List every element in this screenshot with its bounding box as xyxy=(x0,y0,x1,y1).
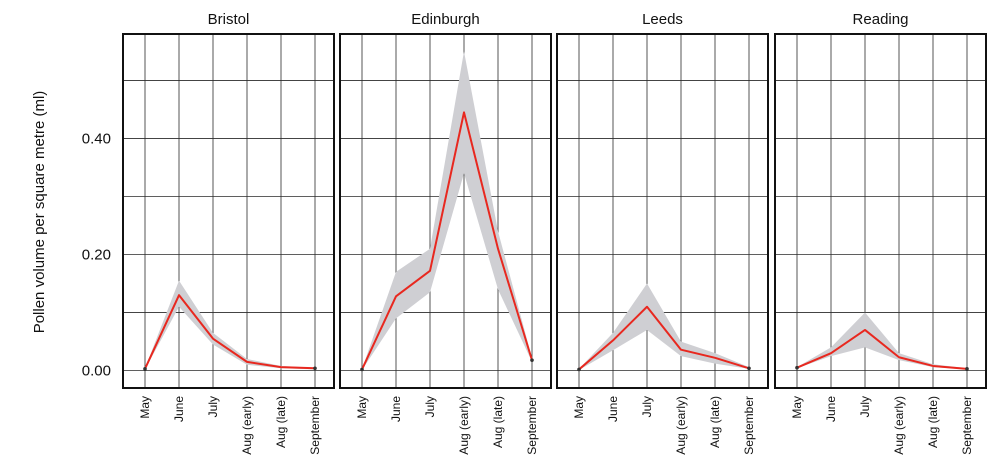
data-point xyxy=(965,367,969,371)
data-point xyxy=(143,367,147,371)
y-axis-label: Pollen volume per square metre (ml) xyxy=(31,91,48,334)
y-tick-label: 0.40 xyxy=(82,130,111,147)
panel-frame xyxy=(556,33,769,389)
x-tick-label: September xyxy=(742,396,756,455)
x-tick-label: July xyxy=(206,396,220,417)
x-tick-label: June xyxy=(389,396,403,422)
data-point xyxy=(795,365,799,370)
series-line xyxy=(361,111,533,370)
x-tick-label: June xyxy=(824,396,838,422)
x-tick-label: Aug (late) xyxy=(274,396,288,448)
panel-bristol: Bristol May June July Aug (early) Aug (late) S… xyxy=(122,11,335,455)
x-tick-label: July xyxy=(640,396,654,417)
data-point xyxy=(747,366,751,371)
data-point xyxy=(313,366,317,371)
panel-title: Reading xyxy=(853,11,909,28)
panels: Bristol May June July Aug (early) Aug (late) S… xyxy=(122,11,987,455)
x-tick-label: June xyxy=(606,396,620,422)
series-line xyxy=(796,328,968,370)
panel-title: Leeds xyxy=(642,11,683,28)
x-tick-label: July xyxy=(423,396,437,417)
x-tick-label: May xyxy=(138,396,152,419)
panel-edinburgh: Edinburgh May June July Aug (early) Aug (late… xyxy=(339,11,552,455)
y-tick-label: 0.00 xyxy=(82,363,111,380)
grid-lines xyxy=(775,34,986,388)
x-tick-label: September xyxy=(960,396,974,455)
data-point xyxy=(530,358,534,362)
panel-frame xyxy=(774,33,987,389)
confidence-band xyxy=(362,51,532,371)
x-tick-label: Aug (early) xyxy=(457,396,471,455)
x-tick-label: May xyxy=(572,396,586,419)
panel-frame xyxy=(122,33,335,389)
panel-leeds: Leeds May June July Aug (early) Aug (late) Sep… xyxy=(556,11,769,455)
x-tick-label: May xyxy=(355,396,369,419)
x-tick-label: Aug (early) xyxy=(674,396,688,455)
x-tick-label: September xyxy=(308,396,322,455)
x-tick-label: Aug (late) xyxy=(491,396,505,448)
panel-reading: Reading May June July Aug (early) Aug (late) S… xyxy=(774,11,987,455)
data-point xyxy=(360,367,364,372)
grid-lines xyxy=(123,34,334,388)
panel-frame xyxy=(339,33,552,389)
x-tick-label: Aug (early) xyxy=(892,396,906,455)
x-tick-label: May xyxy=(790,396,804,419)
x-tick-label: June xyxy=(172,396,186,422)
confidence-band xyxy=(145,280,315,370)
confidence-band xyxy=(797,312,967,370)
x-tick-label: September xyxy=(525,396,539,455)
x-tick-label: July xyxy=(858,396,872,417)
series-line xyxy=(144,294,316,370)
y-axis-ticks: 0.00 0.20 0.40 xyxy=(82,130,111,379)
data-point xyxy=(577,367,581,372)
x-tick-label: Aug (late) xyxy=(708,396,722,448)
x-tick-label: Aug (late) xyxy=(926,396,940,448)
panel-title: Edinburgh xyxy=(411,11,479,28)
x-tick-label: Aug (early) xyxy=(240,396,254,455)
panel-title: Bristol xyxy=(208,11,250,28)
y-tick-label: 0.20 xyxy=(82,247,111,264)
series-line xyxy=(578,305,750,371)
